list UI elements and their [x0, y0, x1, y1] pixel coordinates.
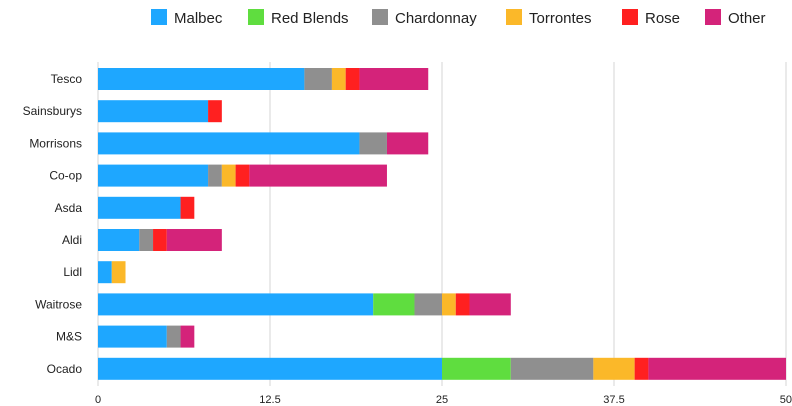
bar-m-s-malbec — [98, 325, 167, 348]
bar-ocado-malbec — [98, 357, 442, 380]
legend-swatch-red-blends — [248, 9, 264, 25]
bar-asda-rose — [180, 196, 195, 219]
x-tick-label: 25 — [436, 394, 448, 406]
bar-ocado-other — [648, 357, 786, 380]
bar-lidl-torrontes — [111, 261, 126, 284]
y-tick-label: Waitrose — [35, 297, 82, 311]
x-tick-label: 0 — [95, 394, 101, 406]
bar-co-op-malbec — [98, 164, 209, 187]
legend-swatch-chardonnay — [372, 9, 388, 25]
y-axis: Tesco Sainsburys Morrisons Co-op Asda Aldi Lid… — [23, 72, 83, 376]
bar-co-op-rose — [235, 164, 250, 187]
y-tick-label: M&S — [56, 330, 82, 344]
bar-waitrose-chardonnay — [414, 293, 442, 316]
x-tick-label: 12.5 — [259, 394, 280, 406]
bar-aldi-other — [166, 229, 222, 251]
bar-morrisons-other — [386, 132, 429, 155]
bar-waitrose-other — [469, 293, 511, 316]
legend: Malbec Red Blends Chardonnay Torrontes Rose O… — [151, 9, 766, 27]
legend-label-torrontes: Torrontes — [529, 10, 592, 27]
bar-tesco-other — [359, 68, 429, 90]
bar-ocado-chardonnay — [510, 357, 594, 380]
bar-co-op-other — [249, 164, 387, 187]
legend-label-malbec: Malbec — [174, 10, 223, 27]
y-tick-label: Ocado — [47, 362, 83, 376]
legend-swatch-other — [705, 9, 721, 25]
bar-ocado-torrontes — [593, 357, 635, 380]
bar-tesco-torrontes — [331, 68, 346, 90]
bar-m-s-chardonnay — [166, 325, 181, 348]
bar-morrisons-chardonnay — [359, 132, 387, 155]
x-tick-label: 50 — [780, 394, 792, 406]
bars — [98, 68, 786, 380]
bar-morrisons-malbec — [98, 132, 360, 155]
bar-waitrose-rose — [455, 293, 470, 316]
bar-lidl-malbec — [98, 261, 112, 284]
legend-label-other: Other — [728, 10, 766, 27]
bar-ocado-red-blends — [442, 357, 511, 380]
legend-label-rose: Rose — [645, 10, 680, 27]
bar-m-s-other — [180, 325, 195, 348]
legend-swatch-malbec — [151, 9, 167, 25]
bar-aldi-malbec — [98, 229, 140, 251]
bar-aldi-rose — [153, 229, 167, 251]
x-tick-label: 37.5 — [603, 394, 624, 406]
bar-co-op-chardonnay — [208, 164, 222, 187]
legend-swatch-rose — [622, 9, 638, 25]
y-tick-label: Co-op — [49, 169, 82, 183]
bar-tesco-chardonnay — [304, 68, 332, 90]
legend-label-chardonnay: Chardonnay — [395, 10, 477, 27]
legend-swatch-torrontes — [506, 9, 522, 25]
bar-co-op-torrontes — [221, 164, 236, 187]
y-tick-label: Aldi — [62, 233, 82, 247]
bar-waitrose-malbec — [98, 293, 374, 316]
bar-asda-malbec — [98, 196, 181, 219]
bar-aldi-chardonnay — [139, 229, 154, 251]
bar-waitrose-torrontes — [442, 293, 456, 316]
y-tick-label: Tesco — [51, 72, 83, 86]
y-tick-label: Morrisons — [29, 136, 82, 150]
bar-tesco-rose — [345, 68, 360, 90]
bar-sainsburys-rose — [208, 100, 222, 123]
bar-sainsburys-malbec — [98, 100, 209, 123]
y-tick-label: Lidl — [63, 265, 82, 279]
bar-ocado-rose — [634, 357, 649, 380]
y-tick-label: Asda — [55, 201, 83, 215]
bar-tesco-malbec — [98, 68, 305, 90]
legend-label-red-blends: Red Blends — [271, 10, 349, 27]
y-tick-label: Sainsburys — [23, 104, 82, 118]
x-axis: 0 12.5 25 37.5 50 — [95, 394, 792, 406]
bar-waitrose-red-blends — [373, 293, 415, 316]
